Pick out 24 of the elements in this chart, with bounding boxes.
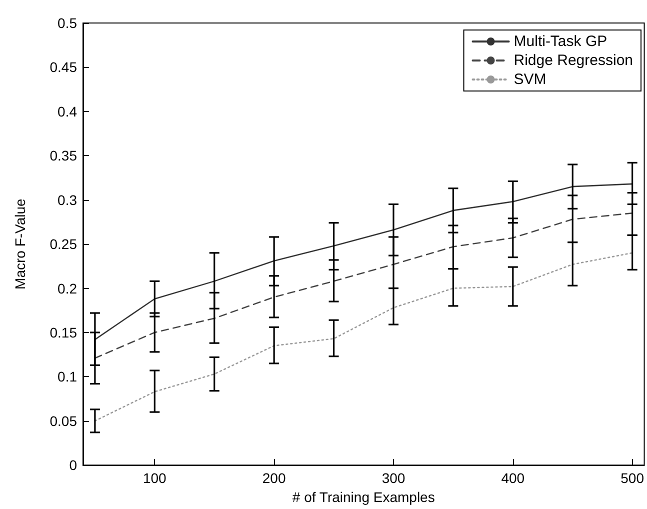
y-tick-label: 0.15 bbox=[50, 324, 78, 340]
y-tick-label: 0.05 bbox=[50, 412, 78, 429]
x-tick-label: 500 bbox=[620, 470, 644, 486]
y-tick-label: 0.25 bbox=[50, 236, 78, 252]
line-series bbox=[94, 212, 633, 359]
x-tick-label: 300 bbox=[382, 470, 406, 486]
y-tick-label: 0 bbox=[69, 457, 78, 474]
x-axis-title: # of Training Examples bbox=[292, 489, 435, 505]
line-series bbox=[94, 252, 633, 422]
y-tick-label: 0.45 bbox=[50, 59, 78, 76]
y-tick-label: 0.35 bbox=[50, 148, 78, 164]
legend-label: SVM bbox=[514, 71, 546, 88]
legend-label: Ridge Regression bbox=[514, 52, 634, 69]
y-tick-label: 0.2 bbox=[58, 280, 78, 296]
x-tick-label: 100 bbox=[142, 470, 167, 486]
line-series bbox=[94, 183, 633, 340]
y-tick-label: 0.3 bbox=[58, 192, 78, 208]
x-tick-label: 400 bbox=[501, 470, 525, 486]
y-axis-title: Macro F-Value bbox=[12, 198, 28, 290]
x-tick-label: 200 bbox=[262, 470, 286, 486]
y-tick-label: 0.4 bbox=[58, 103, 78, 120]
y-tick-label: 0.1 bbox=[58, 368, 78, 385]
y-tick-label: 0.5 bbox=[58, 15, 78, 31]
legend-label: Multi-Task GP bbox=[514, 33, 608, 50]
